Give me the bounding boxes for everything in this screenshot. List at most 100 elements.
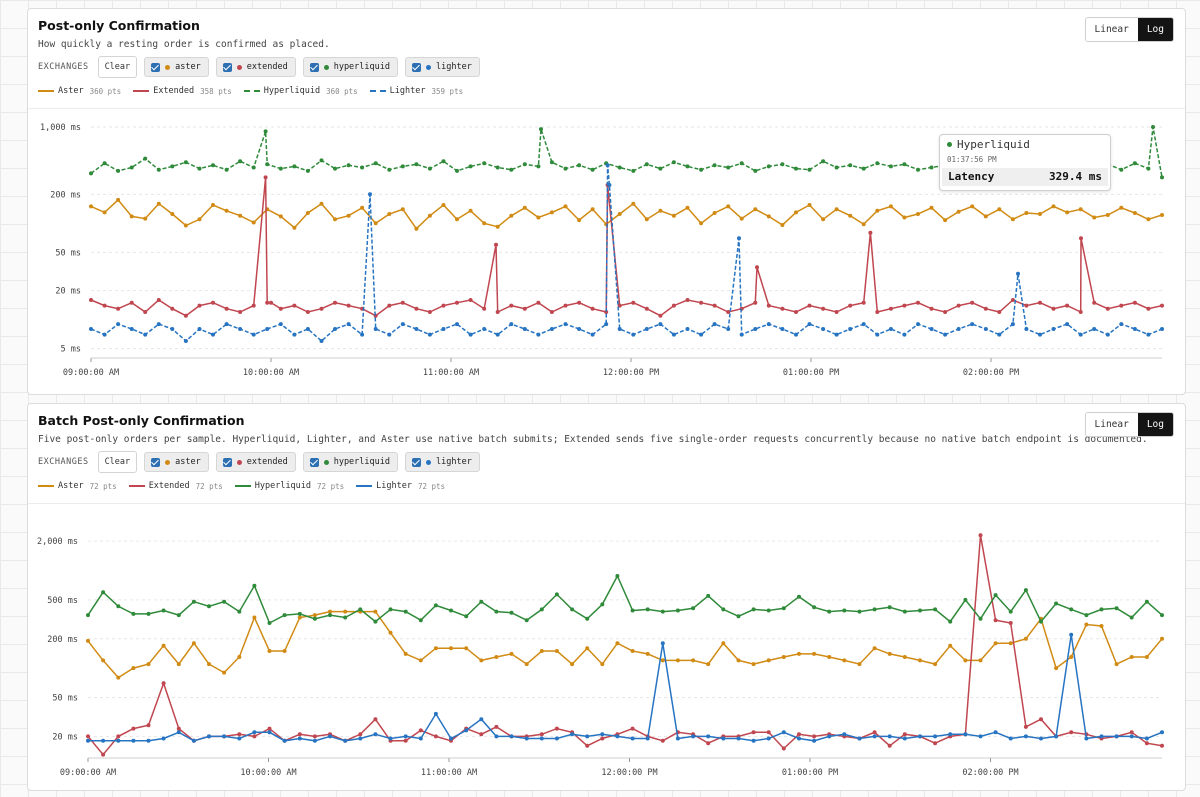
- data-point-lighter[interactable]: [827, 734, 832, 739]
- data-point-aster[interactable]: [252, 615, 257, 620]
- data-point-aster[interactable]: [997, 207, 1002, 212]
- data-point-hyperliquid[interactable]: [328, 613, 332, 618]
- data-point-lighter[interactable]: [1132, 327, 1137, 331]
- data-point-lighter[interactable]: [821, 327, 826, 331]
- data-point-extended[interactable]: [630, 726, 635, 731]
- data-point-lighter[interactable]: [360, 332, 365, 337]
- data-point-aster[interactable]: [563, 204, 568, 209]
- data-point-hyperliquid[interactable]: [933, 607, 938, 612]
- data-point-extended[interactable]: [418, 728, 423, 733]
- data-point-extended[interactable]: [170, 306, 175, 311]
- data-point-aster[interactable]: [479, 658, 484, 663]
- data-point-aster[interactable]: [751, 662, 756, 667]
- data-point-extended[interactable]: [590, 306, 595, 311]
- data-point-hyperliquid[interactable]: [1023, 588, 1028, 593]
- data-point-aster[interactable]: [753, 207, 758, 212]
- data-point-lighter[interactable]: [644, 327, 649, 331]
- data-point-lighter[interactable]: [607, 183, 612, 187]
- data-point-extended[interactable]: [441, 303, 446, 308]
- data-point-extended[interactable]: [699, 300, 704, 305]
- data-point-aster[interactable]: [554, 649, 559, 653]
- data-point-hyperliquid[interactable]: [495, 165, 500, 170]
- data-point-hyperliquid[interactable]: [902, 162, 907, 167]
- data-point-lighter[interactable]: [464, 728, 469, 733]
- data-point-aster[interactable]: [794, 210, 798, 215]
- data-point-aster[interactable]: [388, 630, 393, 635]
- data-point-extended[interactable]: [781, 746, 786, 751]
- data-point-hyperliquid[interactable]: [993, 593, 998, 598]
- data-point-lighter[interactable]: [479, 717, 484, 722]
- data-point-aster[interactable]: [170, 212, 175, 216]
- data-point-aster[interactable]: [685, 205, 690, 210]
- data-point-lighter[interactable]: [427, 332, 432, 337]
- data-point-hyperliquid[interactable]: [600, 602, 605, 607]
- data-point-aster[interactable]: [86, 638, 90, 643]
- data-point-aster[interactable]: [414, 226, 419, 231]
- data-point-extended[interactable]: [536, 300, 541, 305]
- data-point-lighter[interactable]: [736, 736, 741, 741]
- data-point-lighter[interactable]: [737, 236, 741, 241]
- data-point-extended[interactable]: [197, 303, 202, 308]
- data-point-lighter[interactable]: [387, 332, 392, 337]
- data-point-aster[interactable]: [129, 214, 134, 219]
- data-point-hyperliquid[interactable]: [675, 608, 680, 613]
- data-point-lighter[interactable]: [600, 732, 605, 737]
- data-point-aster[interactable]: [211, 203, 215, 207]
- data-point-extended[interactable]: [797, 732, 801, 737]
- data-point-aster[interactable]: [1114, 662, 1119, 667]
- data-point-aster[interactable]: [191, 641, 196, 646]
- data-point-lighter[interactable]: [101, 738, 106, 743]
- data-point-hyperliquid[interactable]: [1160, 175, 1164, 180]
- data-point-hyperliquid[interactable]: [509, 167, 514, 172]
- data-point-hyperliquid[interactable]: [691, 606, 696, 611]
- data-point-lighter[interactable]: [577, 327, 582, 331]
- data-point-extended[interactable]: [403, 738, 408, 743]
- data-point-hyperliquid[interactable]: [455, 168, 459, 173]
- data-point-aster[interactable]: [943, 218, 948, 223]
- data-point-hyperliquid[interactable]: [479, 599, 484, 604]
- data-point-hyperliquid[interactable]: [539, 127, 543, 132]
- data-point-extended[interactable]: [427, 310, 432, 314]
- data-point-lighter[interactable]: [970, 322, 975, 327]
- data-point-hyperliquid[interactable]: [433, 603, 438, 608]
- data-point-hyperliquid[interactable]: [89, 171, 93, 176]
- data-point-lighter[interactable]: [685, 327, 690, 331]
- data-point-lighter[interactable]: [368, 192, 372, 197]
- data-point-extended[interactable]: [755, 265, 759, 270]
- data-point-aster[interactable]: [600, 662, 605, 667]
- data-point-lighter[interactable]: [89, 327, 93, 331]
- data-point-extended[interactable]: [414, 306, 419, 311]
- data-point-lighter[interactable]: [156, 322, 161, 327]
- data-point-lighter[interactable]: [848, 327, 853, 331]
- data-point-aster[interactable]: [631, 201, 636, 206]
- exchange-chip-lighter[interactable]: lighter: [405, 57, 480, 77]
- data-point-aster[interactable]: [726, 204, 731, 209]
- log-scale-button[interactable]: Log: [1137, 413, 1173, 436]
- data-point-lighter[interactable]: [207, 734, 211, 739]
- data-point-aster[interactable]: [766, 658, 771, 663]
- data-point-extended[interactable]: [812, 734, 817, 739]
- data-point-hyperliquid[interactable]: [116, 604, 121, 609]
- data-point-hyperliquid[interactable]: [539, 607, 544, 612]
- data-point-hyperliquid[interactable]: [1084, 613, 1089, 618]
- data-point-hyperliquid[interactable]: [427, 166, 432, 171]
- data-point-hyperliquid[interactable]: [857, 609, 862, 614]
- data-point-extended[interactable]: [1010, 298, 1015, 302]
- exchange-chip-aster[interactable]: aster: [144, 452, 209, 472]
- series-line-hyperliquid[interactable]: [87, 574, 1163, 625]
- data-point-aster[interactable]: [328, 609, 332, 614]
- data-point-aster[interactable]: [1078, 207, 1083, 212]
- data-point-lighter[interactable]: [1078, 332, 1083, 337]
- data-point-lighter[interactable]: [1051, 327, 1056, 331]
- data-point-extended[interactable]: [146, 723, 151, 728]
- data-point-hyperliquid[interactable]: [156, 167, 161, 172]
- data-point-extended[interactable]: [319, 306, 324, 311]
- data-point-aster[interactable]: [494, 655, 499, 659]
- data-point-hyperliquid[interactable]: [685, 164, 690, 169]
- data-point-extended[interactable]: [751, 730, 756, 735]
- data-point-hyperliquid[interactable]: [101, 590, 106, 595]
- data-point-hyperliquid[interactable]: [842, 608, 847, 613]
- data-point-lighter[interactable]: [468, 332, 473, 337]
- data-point-aster[interactable]: [237, 655, 242, 659]
- data-point-extended[interactable]: [902, 303, 907, 308]
